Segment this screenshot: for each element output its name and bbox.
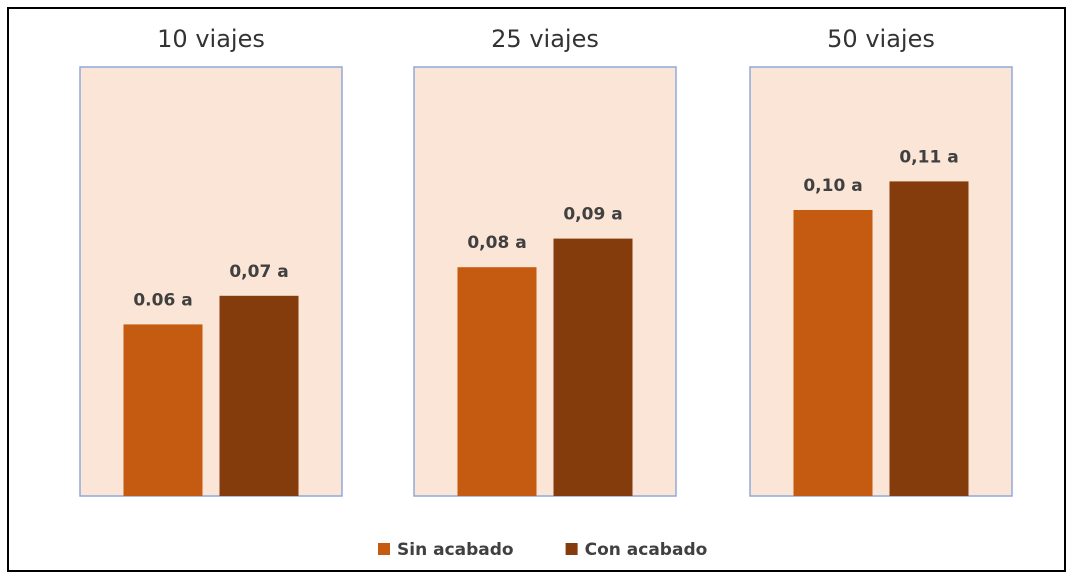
- bar: [553, 238, 633, 496]
- panel-title: 50 viajes: [827, 25, 935, 53]
- legend-label: Con acabado: [585, 540, 708, 560]
- bar: [793, 210, 873, 496]
- panel-title: 10 viajes: [157, 25, 265, 53]
- bar: [457, 267, 537, 496]
- panel: [413, 66, 677, 497]
- value-label: 0,08 a: [467, 233, 526, 253]
- value-label: 0,11 a: [899, 147, 958, 167]
- value-label: 0.06 a: [133, 290, 192, 310]
- legend-swatch: [565, 543, 578, 555]
- panel: [749, 66, 1013, 497]
- legend-label: Sin acabado: [397, 540, 514, 560]
- panel-title: 25 viajes: [491, 25, 599, 53]
- value-label: 0,07 a: [229, 262, 288, 282]
- bar: [889, 181, 969, 496]
- bar: [123, 324, 203, 496]
- value-label: 0,10 a: [803, 176, 862, 196]
- value-label: 0,09 a: [563, 205, 622, 225]
- panel: [79, 66, 343, 497]
- bar: [219, 295, 299, 496]
- legend-swatch: [378, 543, 390, 555]
